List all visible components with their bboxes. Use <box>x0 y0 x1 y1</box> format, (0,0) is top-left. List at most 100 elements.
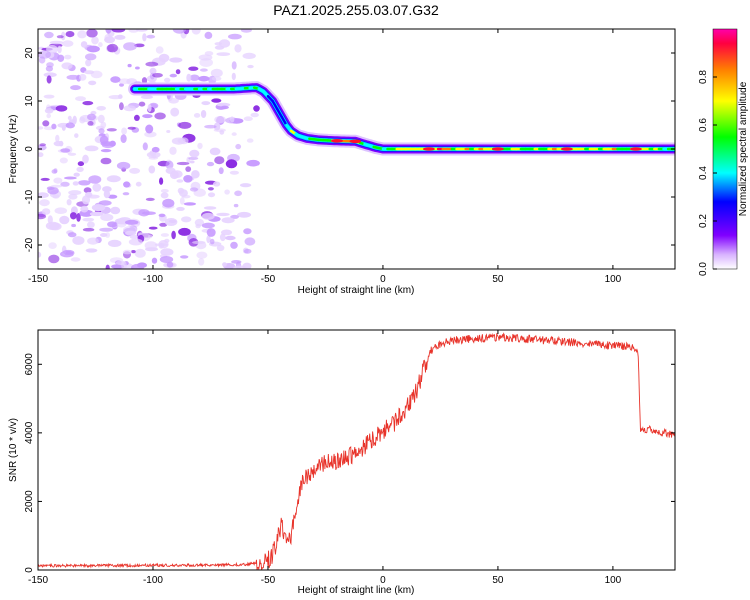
noise-blob <box>59 215 70 225</box>
noise-blob <box>211 76 222 81</box>
noise-blob <box>62 40 74 47</box>
noise-blob <box>145 247 158 252</box>
figure-title: PAZ1.2025.255.03.07.G32 <box>273 2 439 18</box>
x-tick-label: -100 <box>143 575 163 586</box>
noise-blob <box>188 66 199 71</box>
noise-blob <box>221 217 235 224</box>
noise-blob <box>145 61 159 67</box>
y-tick-label: -10 <box>24 189 35 204</box>
noise-blob <box>225 159 238 169</box>
noise-blob <box>211 98 222 103</box>
noise-blob <box>127 63 132 68</box>
noise-blob <box>87 121 94 126</box>
snr-y-label: SNR (10 * v/v) <box>8 418 19 482</box>
noise-blob <box>185 166 192 172</box>
noise-blob <box>171 137 186 145</box>
noise-blob <box>84 145 99 152</box>
x-tick-label: 100 <box>605 274 622 285</box>
noise-blob <box>134 114 140 121</box>
noise-blob <box>53 177 63 184</box>
noise-blob <box>39 199 50 207</box>
noise-blob <box>160 189 169 193</box>
noise-blob <box>50 184 63 188</box>
noise-blob <box>91 204 106 212</box>
noise-blob <box>79 73 87 81</box>
noise-blob <box>178 121 192 129</box>
noise-blob <box>67 232 77 238</box>
noise-blob <box>107 43 118 53</box>
spectrogram-x-label: Height of straight line (km) <box>298 285 415 296</box>
noise-blob <box>116 161 131 170</box>
noise-blob <box>204 31 213 39</box>
x-tick-label: 50 <box>492 274 504 285</box>
noise-blob <box>138 101 146 107</box>
noise-blob <box>189 149 200 158</box>
noise-blob <box>52 194 60 199</box>
noise-blob <box>171 230 176 240</box>
y-tick-label: 2000 <box>24 490 35 513</box>
noise-blob <box>166 130 171 133</box>
noise-blob <box>151 146 160 153</box>
x-tick-label: -100 <box>143 274 163 285</box>
noise-blob <box>233 203 239 208</box>
noise-blob <box>106 128 117 132</box>
noise-blob <box>179 197 185 205</box>
noise-blob <box>72 181 79 186</box>
noise-blob <box>105 264 110 269</box>
noise-blob <box>231 132 237 136</box>
colorbar-tick-label: 0.0 <box>698 262 709 276</box>
noise-blob <box>165 160 174 170</box>
noise-blob <box>55 105 68 112</box>
noise-blob <box>214 156 225 165</box>
noise-blob <box>247 64 254 69</box>
noise-blob <box>92 183 102 192</box>
noise-blob <box>142 33 147 42</box>
colorbar-label: Normalized spectral amplitude <box>738 81 749 216</box>
noise-blob <box>72 115 77 125</box>
noise-blob <box>120 134 127 144</box>
noise-blob <box>86 29 98 38</box>
noise-blob <box>49 40 64 45</box>
noise-blob <box>246 138 254 143</box>
noise-blob <box>127 126 136 130</box>
noise-blob <box>123 42 137 51</box>
snr-x-label: Height of straight line (km) <box>298 585 415 596</box>
noise-blob <box>46 113 51 119</box>
noise-blob <box>70 212 77 220</box>
noise-blob <box>159 222 168 227</box>
y-tick-label: -20 <box>24 237 35 252</box>
noise-blob <box>82 217 95 222</box>
noise-blob <box>207 187 214 191</box>
noise-blob <box>172 29 187 34</box>
y-tick-label: 10 <box>24 95 35 107</box>
noise-blob <box>209 238 215 245</box>
x-tick-label: 0 <box>380 575 386 586</box>
noise-blob <box>110 206 121 215</box>
noise-blob <box>159 256 174 263</box>
noise-blob <box>107 194 118 199</box>
noise-blob <box>169 73 177 78</box>
noise-blob <box>219 233 226 242</box>
noise-blob <box>237 211 252 218</box>
noise-blob <box>76 213 81 222</box>
colorbar-tick-label: 0.4 <box>698 166 709 180</box>
noise-blob <box>242 52 256 60</box>
x-tick-label: -50 <box>261 575 276 586</box>
noise-blob <box>186 73 192 82</box>
noise-blob <box>206 228 216 237</box>
noise-blob <box>87 237 99 245</box>
spectrogram-x-ticks: -150 -100 -50 0 50 100 <box>28 29 622 285</box>
noise-blob <box>125 219 139 225</box>
noise-blob <box>159 177 164 185</box>
noise-blob <box>105 29 112 34</box>
noise-blob <box>218 167 224 175</box>
noise-blob <box>204 124 217 129</box>
noise-blob <box>67 115 72 121</box>
noise-blob <box>76 166 84 172</box>
noise-blob <box>99 227 113 232</box>
noise-blob <box>116 220 127 228</box>
noise-blob <box>68 193 78 200</box>
noise-blob <box>160 248 174 256</box>
noise-blob <box>231 72 236 81</box>
noise-blob <box>106 175 121 183</box>
